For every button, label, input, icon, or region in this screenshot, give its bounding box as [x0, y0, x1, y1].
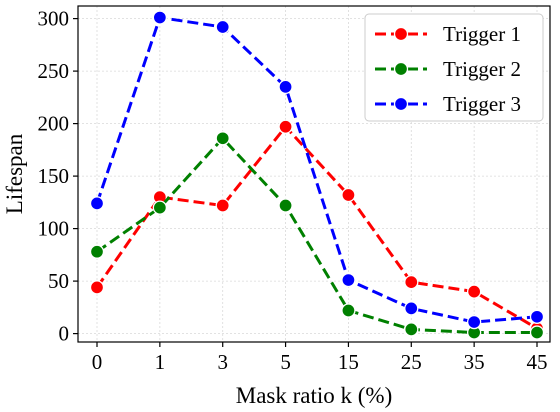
x-axis-title: Mask ratio k (%): [236, 383, 393, 408]
y-axis-title: Lifespan: [2, 133, 27, 214]
data-point-trigger-3: [466, 314, 482, 330]
x-tick-label: 15: [338, 350, 359, 374]
y-tick-label: 200: [38, 112, 70, 136]
x-tick-label: 45: [527, 350, 548, 374]
legend: Trigger 1 Trigger 2 Trigger 3: [364, 13, 544, 122]
data-point-trigger-1: [278, 119, 293, 134]
data-point-trigger-3: [278, 79, 293, 94]
data-point-trigger-3: [529, 309, 545, 324]
x-tick-label: 25: [401, 350, 422, 374]
series-line-trigger-2: [96, 136, 537, 335]
data-point-trigger-3: [89, 196, 105, 211]
legend-label-trigger-2: Trigger 2: [443, 57, 521, 81]
legend-marker-trigger-2: [393, 61, 409, 77]
data-point-trigger-3: [215, 19, 230, 35]
data-point-trigger-1: [466, 284, 482, 299]
data-point-trigger-2: [341, 303, 356, 318]
data-point-trigger-1: [404, 274, 419, 290]
data-point-trigger-2: [215, 131, 230, 146]
data-point-trigger-2: [529, 325, 545, 340]
data-point-trigger-2: [152, 200, 168, 215]
legend-marker-trigger-3: [393, 96, 409, 112]
series-line-trigger-1: [95, 125, 538, 330]
x-tick-label: 1: [155, 350, 166, 374]
legend-label-trigger-1: Trigger 1: [443, 22, 521, 46]
plot-frame: [77, 5, 551, 343]
series-line-trigger-3: [95, 16, 538, 324]
y-tick-label: 0: [59, 322, 70, 346]
data-point-trigger-2: [404, 322, 419, 337]
x-tick-label: 35: [464, 350, 485, 374]
data-point-trigger-2: [89, 244, 105, 259]
y-tick-label: 150: [38, 164, 70, 188]
legend-label-trigger-3: Trigger 3: [443, 92, 521, 116]
data-point-trigger-1: [215, 198, 230, 213]
data-point-trigger-3: [404, 301, 419, 316]
legend-marker-trigger-1: [393, 26, 409, 42]
x-tick-label: 3: [217, 350, 228, 374]
series-layer: [89, 10, 545, 340]
data-point-trigger-1: [341, 187, 356, 203]
legend-box: [364, 13, 544, 122]
x-tick-label: 0: [92, 350, 103, 374]
data-point-trigger-3: [341, 272, 356, 288]
y-tick-label: 300: [38, 7, 70, 31]
y-tick-label: 100: [38, 217, 70, 241]
data-point-trigger-1: [89, 280, 105, 295]
data-point-trigger-3: [152, 10, 168, 25]
y-tick-label: 250: [38, 59, 70, 83]
x-tick-label: 5: [280, 350, 291, 374]
y-tick-label: 50: [48, 269, 69, 293]
data-point-trigger-2: [278, 198, 293, 213]
